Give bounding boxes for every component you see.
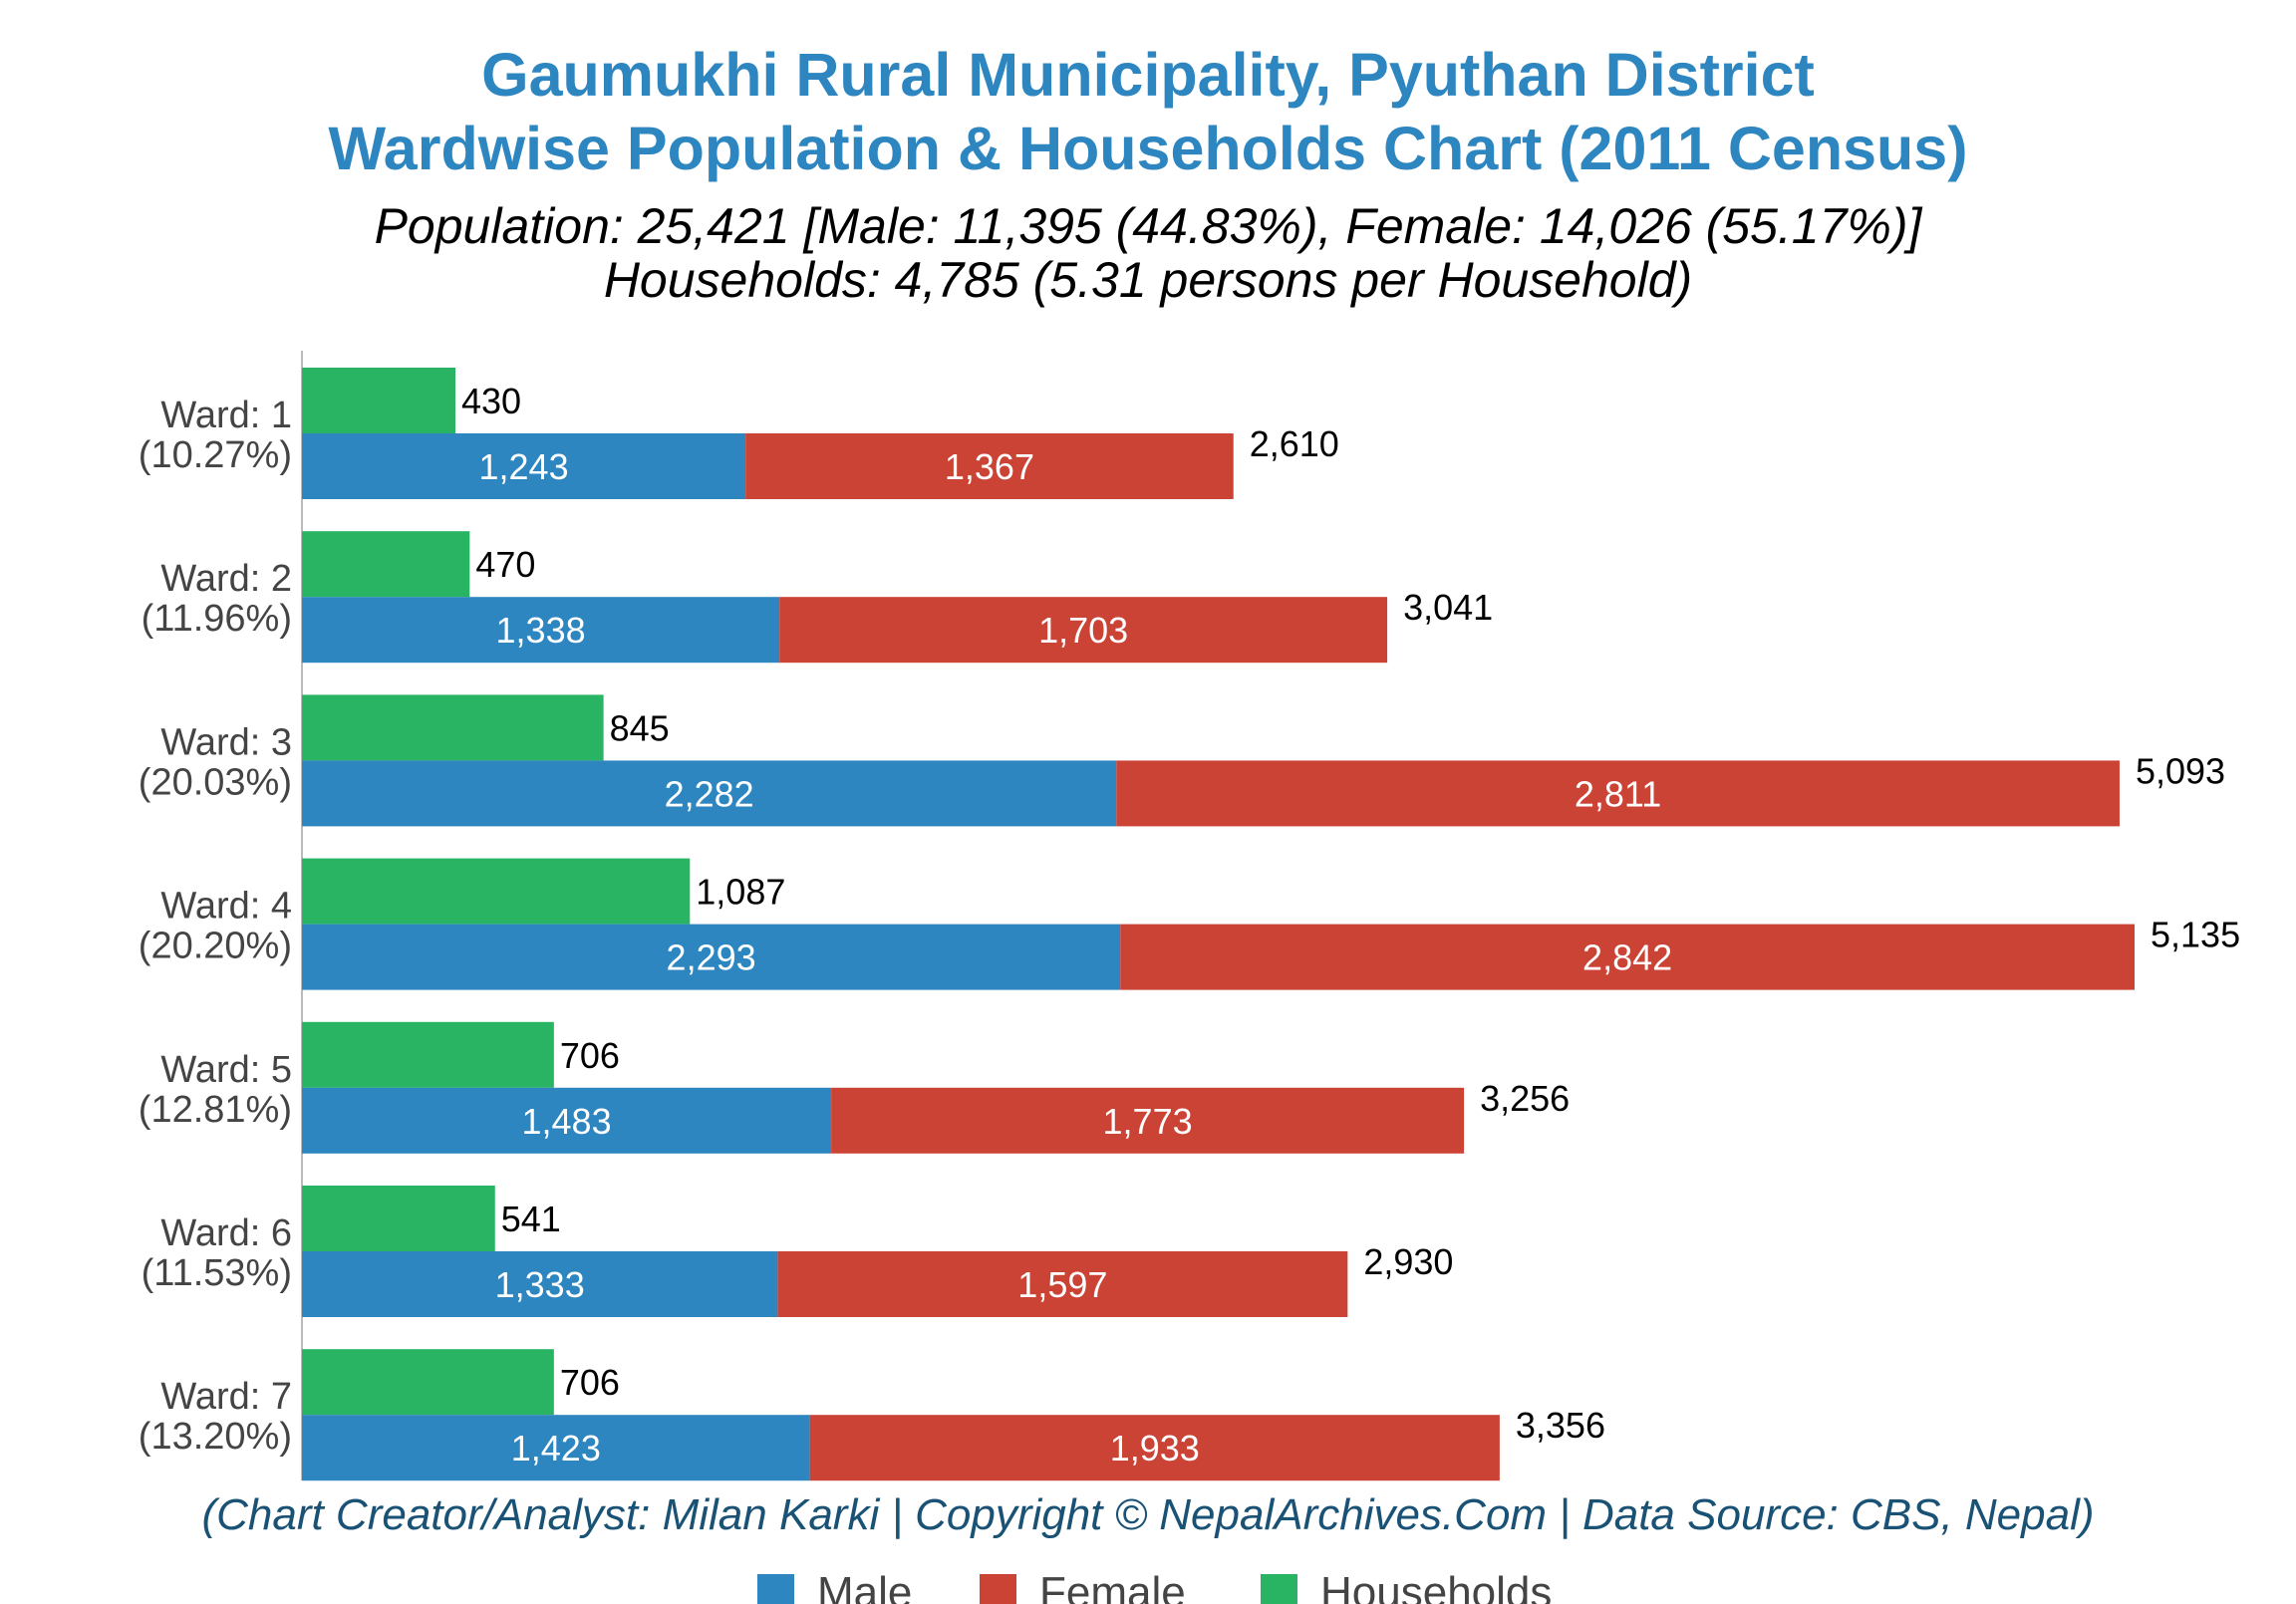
ward-tick-label: Ward: 2 — [160, 558, 292, 600]
households-bar — [302, 368, 455, 433]
households-value-label: 706 — [560, 1362, 620, 1403]
female-bar — [777, 1251, 1348, 1317]
chart-caption: (Chart Creator/Analyst: Milan Karki | Co… — [201, 1490, 2094, 1539]
ward-share-tick-label: (20.03%) — [139, 761, 292, 803]
legend-label-male: Male — [817, 1568, 912, 1604]
ward-share-tick-label: (11.96%) — [142, 598, 292, 640]
households-value-label: 706 — [560, 1035, 620, 1076]
female-value-label: 1,933 — [1110, 1428, 1200, 1469]
female-bar — [745, 433, 1234, 499]
ward-tick-label: Ward: 6 — [160, 1212, 292, 1254]
female-value-label: 2,842 — [1582, 937, 1672, 978]
total-value-label: 2,930 — [1363, 1241, 1453, 1282]
ward-share-tick-label: (13.20%) — [139, 1416, 292, 1458]
total-value-label: 3,356 — [1516, 1405, 1605, 1446]
female-value-label: 1,703 — [1038, 610, 1128, 651]
households-value-label: 845 — [610, 707, 670, 748]
male-value-label: 1,243 — [479, 446, 569, 487]
ward-share-tick-label: (12.81%) — [139, 1089, 292, 1131]
male-bar — [302, 760, 1117, 827]
male-value-label: 1,483 — [522, 1101, 612, 1142]
male-value-label: 2,293 — [667, 937, 756, 978]
male-bar — [302, 597, 780, 664]
chart-title-line-2: Wardwise Population & Households Chart (… — [328, 115, 1967, 182]
chart-subtitle-line-1: Population: 25,421 [Male: 11,395 (44.83%… — [375, 198, 1923, 254]
chart-title-line-1: Gaumukhi Rural Municipality, Pyuthan Dis… — [481, 41, 1815, 109]
male-value-label: 2,282 — [665, 773, 754, 814]
female-bar — [1120, 924, 2135, 990]
households-bar — [302, 694, 604, 761]
male-bar — [302, 1251, 778, 1317]
total-value-label: 3,256 — [1480, 1078, 1570, 1119]
female-bar — [831, 1087, 1465, 1154]
households-value-label: 1,087 — [696, 872, 785, 913]
male-bar — [302, 924, 1121, 990]
households-bar — [302, 531, 470, 598]
legend-label-female: Female — [1039, 1568, 1186, 1604]
legend-swatch-households — [1261, 1574, 1297, 1604]
legend: Male Female Households — [757, 1568, 1552, 1604]
households-bar — [302, 1186, 495, 1251]
ward-share-tick-label: (11.53%) — [142, 1252, 292, 1294]
male-bar — [302, 433, 746, 499]
male-value-label: 1,338 — [496, 610, 586, 651]
households-value-label: 541 — [501, 1199, 561, 1239]
male-value-label: 1,423 — [511, 1428, 601, 1469]
male-bar — [302, 1415, 810, 1481]
legend-swatch-female — [980, 1574, 1016, 1604]
plot-area: 430 1,243 1,367 2,610 Ward: 1(10.27%) 470 1,33… — [139, 351, 2240, 1481]
chart-subtitle-line-2: Households: 4,785 (5.31 persons per Hous… — [604, 252, 1692, 308]
households-value-label: 430 — [461, 381, 521, 421]
ward-tick-label: Ward: 3 — [160, 721, 292, 763]
ward-tick-label: Ward: 4 — [160, 886, 292, 928]
ward-tick-label: Ward: 5 — [160, 1049, 292, 1091]
households-bar — [302, 858, 691, 925]
households-value-label: 470 — [475, 544, 535, 585]
female-bar — [1116, 760, 2120, 827]
female-value-label: 1,367 — [945, 446, 1034, 487]
female-bar — [779, 597, 1388, 664]
ward-share-tick-label: (20.20%) — [139, 926, 292, 967]
total-value-label: 5,135 — [2151, 915, 2240, 955]
ward-tick-label: Ward: 1 — [160, 395, 292, 436]
total-value-label: 5,093 — [2136, 750, 2225, 791]
ward-share-tick-label: (10.27%) — [139, 434, 292, 476]
total-value-label: 2,610 — [1250, 423, 1339, 464]
legend-swatch-male — [757, 1574, 794, 1604]
households-bar — [302, 1021, 554, 1088]
female-value-label: 1,597 — [1017, 1264, 1107, 1305]
female-value-label: 2,811 — [1575, 773, 1661, 814]
female-bar — [809, 1415, 1500, 1481]
male-value-label: 1,333 — [495, 1264, 585, 1305]
households-bar — [302, 1349, 554, 1416]
male-bar — [302, 1087, 832, 1154]
total-value-label: 3,041 — [1403, 587, 1493, 628]
legend-label-households: Households — [1320, 1568, 1552, 1604]
female-value-label: 1,773 — [1103, 1101, 1193, 1142]
ward-tick-label: Ward: 7 — [160, 1376, 292, 1418]
